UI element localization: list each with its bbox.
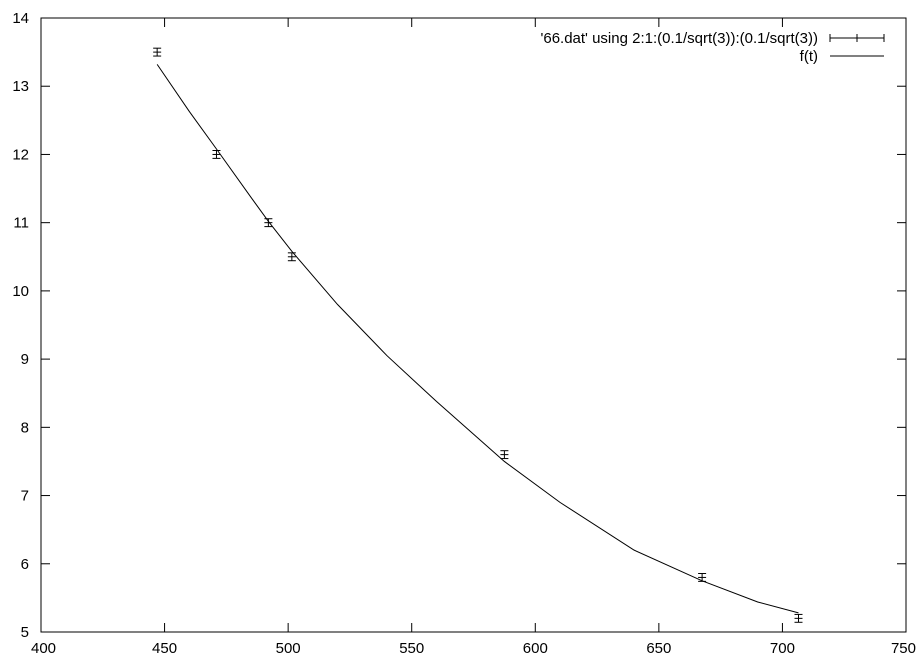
x-tick-label: 400 <box>31 640 56 657</box>
x-axis: 400 450 500 550 600 650 700 750 <box>31 18 916 657</box>
data-point <box>287 252 296 262</box>
plot-area <box>153 47 803 623</box>
x-tick-label: 450 <box>152 640 177 657</box>
x-tick-label: 750 <box>891 640 916 657</box>
data-point <box>794 613 803 623</box>
data-point <box>500 450 509 460</box>
y-tick-label: 14 <box>12 10 29 27</box>
x-tick-label: 700 <box>770 640 795 657</box>
y-tick-label: 9 <box>21 351 29 368</box>
x-tick-label: 500 <box>276 640 301 657</box>
y-tick-label: 12 <box>12 146 29 163</box>
plot-frame <box>40 17 907 633</box>
y-tick-label: 5 <box>21 624 29 641</box>
x-tick-label: 550 <box>399 640 424 657</box>
x-tick-label: 600 <box>523 640 548 657</box>
y-axis: 5 6 7 8 9 10 11 12 13 14 <box>12 10 906 641</box>
y-tick-label: 8 <box>21 419 29 436</box>
legend-label: f(t) <box>800 48 818 65</box>
x-tick-label: 650 <box>646 640 671 657</box>
legend: '66.dat' using 2:1:(0.1/sqrt(3)):(0.1/sq… <box>540 30 885 65</box>
data-point <box>153 47 162 57</box>
y-tick-label: 10 <box>12 283 29 300</box>
data-point <box>212 150 221 159</box>
legend-errorbar-sample <box>829 34 885 42</box>
legend-label: '66.dat' using 2:1:(0.1/sqrt(3)):(0.1/sq… <box>540 30 818 47</box>
data-point <box>698 572 707 582</box>
y-tick-label: 11 <box>13 215 29 232</box>
y-tick-label: 13 <box>12 78 29 95</box>
y-tick-label: 7 <box>21 488 29 505</box>
fit-curve-line <box>156 64 799 614</box>
data-point <box>264 218 273 228</box>
y-tick-label: 6 <box>21 556 29 573</box>
